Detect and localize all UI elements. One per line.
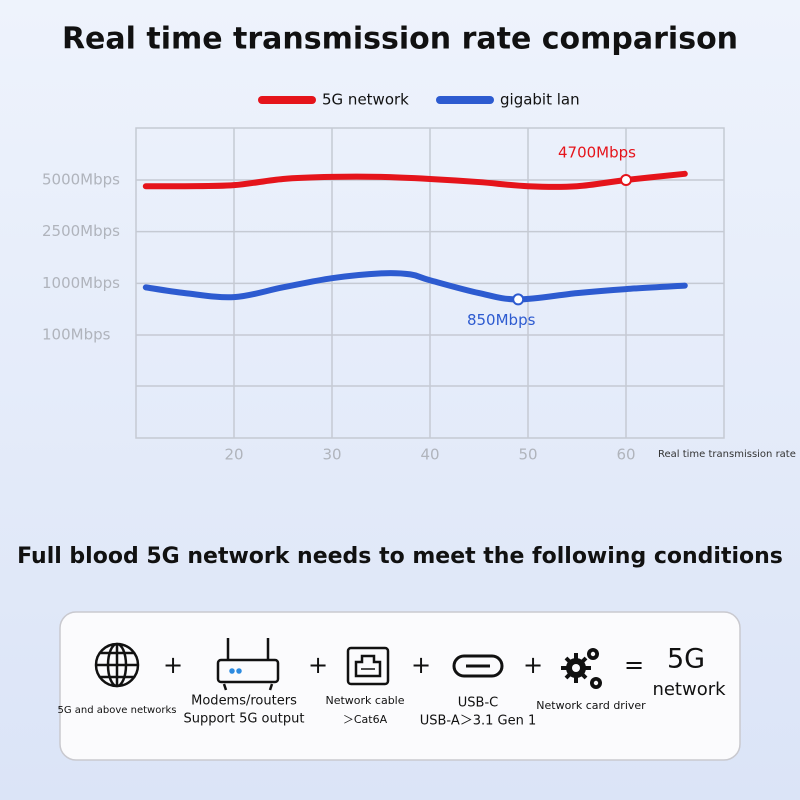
condition-label: Network card driver	[536, 699, 646, 712]
series-line	[142, 270, 688, 303]
condition-label: Modems/routers	[191, 694, 297, 709]
condition-label: USB-A＞3.1 Gen 1	[420, 714, 537, 729]
x-axis-label: Real time transmission rate	[658, 449, 796, 460]
condition-label: USB-C	[458, 696, 498, 711]
chart-title: Real time transmission rate comparison	[62, 22, 738, 57]
annotation: 850Mbps	[467, 311, 536, 329]
legend-label: 5G network	[322, 91, 409, 109]
condition-label: Support 5G output	[184, 712, 305, 727]
series-line	[142, 170, 688, 190]
x-tick-label: 50	[518, 446, 537, 464]
operator: +	[523, 651, 543, 679]
y-tick-label: 1000Mbps	[42, 274, 120, 292]
condition-label: ＞Cat6A	[343, 713, 388, 726]
operator: +	[411, 651, 431, 679]
ethernet-icon	[346, 646, 390, 686]
point-marker	[620, 174, 632, 186]
condition-label: Network cable	[325, 694, 404, 707]
result-label: network	[652, 679, 726, 700]
y-tick-label: 100Mbps	[42, 326, 111, 344]
x-tick-label: 60	[616, 446, 635, 464]
x-tick-label: 40	[420, 446, 439, 464]
conditions-title: Full blood 5G network needs to meet the …	[17, 544, 783, 569]
operator: +	[308, 651, 328, 679]
condition-label: 5G and above networks	[58, 705, 177, 716]
gears-icon	[561, 648, 602, 689]
x-tick-label: 20	[224, 446, 243, 464]
annotation: 4700Mbps	[558, 144, 636, 162]
operator: +	[163, 651, 183, 679]
result-label: 5G	[667, 644, 705, 675]
x-tick-label: 30	[322, 446, 341, 464]
globe-icon	[94, 642, 140, 688]
y-tick-label: 2500Mbps	[42, 222, 120, 240]
usb-c-icon	[452, 654, 504, 678]
legend-label: gigabit lan	[500, 91, 580, 109]
conditions-box	[59, 611, 741, 761]
point-marker	[512, 293, 525, 306]
y-tick-label: 5000Mbps	[42, 171, 120, 189]
router-icon	[216, 638, 280, 691]
operator: =	[624, 651, 644, 679]
